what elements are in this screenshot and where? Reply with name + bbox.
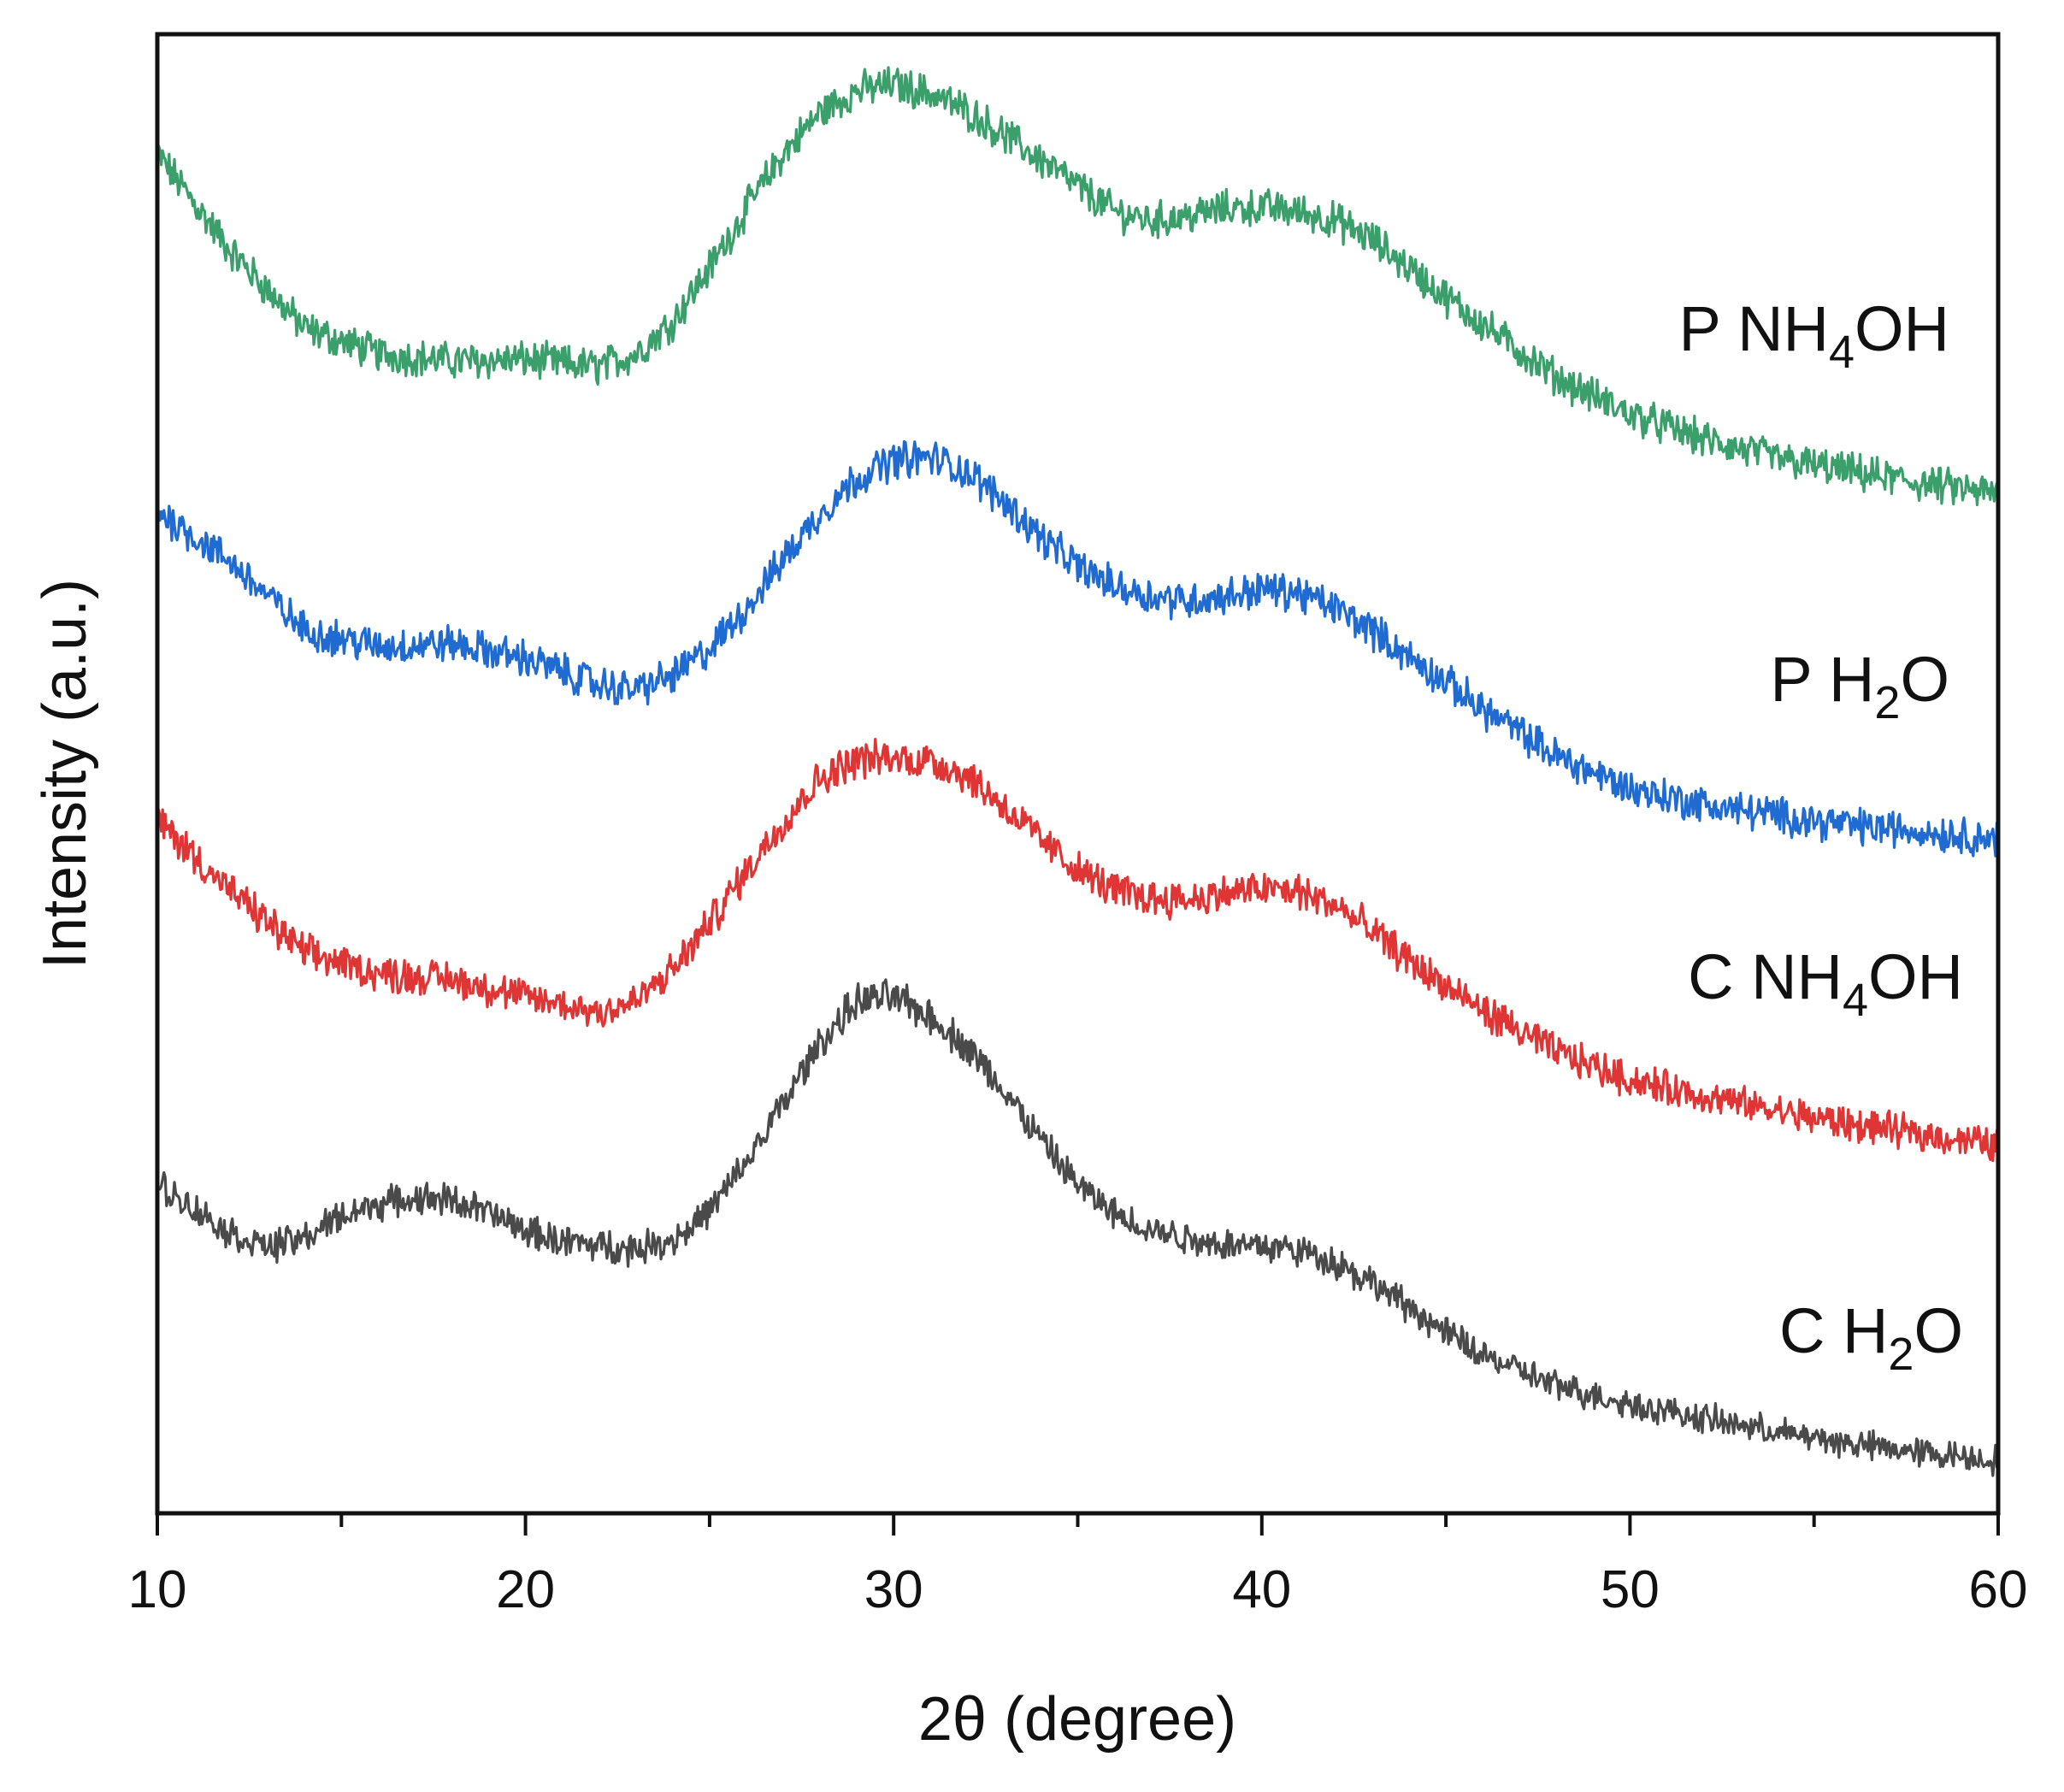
y-axis-title: Intensity (a.u.) [31, 579, 99, 969]
x-tick-label: 50 [1601, 1560, 1660, 1619]
series-label-subscript: 2 [1888, 1329, 1914, 1380]
series-label-tail: OH [1855, 293, 1949, 364]
series-label-main: C NH [1688, 941, 1843, 1012]
series-label-main: P NH [1678, 293, 1828, 364]
series-line-c-h2o [156, 978, 2000, 1477]
series-label-c-h2o: C H2O [1779, 1295, 1963, 1380]
x-tick-label: 60 [1969, 1560, 2028, 1619]
x-tick-label: 10 [128, 1560, 187, 1619]
x-axis-title: 2θ (degree) [918, 1685, 1236, 1754]
series-line-p-nh4oh [156, 66, 2000, 507]
series-label-main: P H [1770, 644, 1874, 715]
series-label-tail: O [1914, 1295, 1963, 1366]
series-line-c-nh4oh [156, 738, 2000, 1163]
series-label-subscript: 4 [1829, 327, 1855, 378]
series-label-main: C H [1779, 1295, 1888, 1366]
series-label-subscript: 2 [1874, 677, 1900, 728]
plot-frame [155, 32, 2001, 1516]
series-label-p-h2o: P H2O [1770, 644, 1949, 728]
series-label-c-nh4oh: C NH4OH [1688, 941, 1963, 1026]
series-line-p-h2o [156, 439, 2000, 858]
series-layer [156, 66, 2000, 1477]
x-tick-label: 30 [864, 1560, 923, 1619]
series-label-subscript: 4 [1843, 975, 1868, 1026]
series-label-tail: OH [1868, 941, 1963, 1012]
x-tick-label: 40 [1232, 1560, 1291, 1619]
x-tick-label: 20 [496, 1560, 555, 1619]
series-label-tail: O [1900, 644, 1949, 715]
x-axis-ticks: 10 20 30 40 50 60 [128, 1513, 2028, 1619]
series-label-p-nh4oh: P NH4OH [1678, 293, 1949, 378]
